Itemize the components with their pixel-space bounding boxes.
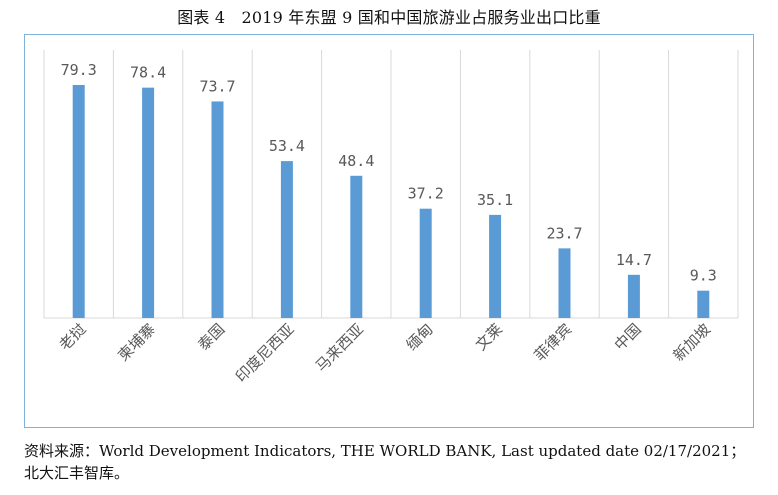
bar-5	[419, 208, 432, 318]
bar-2	[211, 101, 224, 318]
bar-1	[142, 87, 155, 319]
chart-frame	[24, 34, 754, 428]
bar-7	[558, 248, 571, 318]
data-labels: 79.3 78.4 73.7 53.4 48.4 37.2 35.1 23.7 14.7 9.3	[61, 61, 717, 285]
x-tick-label-6: 文莱	[472, 320, 506, 354]
x-tick-label-1: 柬埔寨	[114, 320, 159, 365]
x-tick-label-0: 老挝	[56, 320, 90, 354]
x-tick-label-7: 菲律宾	[531, 320, 576, 365]
x-tick-label-9: 新加坡	[670, 320, 715, 365]
bar-3	[280, 161, 293, 318]
bar-9	[697, 290, 710, 318]
data-label-9: 9.3	[690, 267, 717, 285]
data-label-3: 53.4	[269, 137, 305, 155]
bar-0	[72, 85, 85, 318]
source-note-continued: 北大汇丰智库。	[24, 464, 130, 482]
data-label-7: 23.7	[546, 224, 582, 242]
x-tick-labels: 老挝 柬埔寨 泰国 印度尼西亚 马来西亚 缅甸 文莱 菲律宾 中国 新加坡	[56, 320, 715, 386]
grid-lines	[43, 50, 739, 318]
bar-8	[627, 274, 640, 318]
source-note: 资料来源：World Development Indicators, THE W…	[24, 442, 746, 460]
data-label-5: 37.2	[408, 185, 444, 203]
bar-4	[350, 175, 363, 318]
data-label-2: 73.7	[199, 77, 235, 95]
data-label-6: 35.1	[477, 191, 513, 209]
x-tick-label-2: 泰国	[194, 320, 228, 354]
bars	[72, 85, 710, 319]
x-tick-label-8: 中国	[611, 320, 645, 354]
x-tick-label-5: 缅甸	[403, 320, 437, 354]
x-tick-label-4: 马来西亚	[312, 320, 367, 375]
data-label-0: 79.3	[61, 61, 97, 79]
data-label-1: 78.4	[130, 64, 166, 82]
bar-6	[489, 214, 502, 318]
data-label-4: 48.4	[338, 152, 374, 170]
data-label-8: 14.7	[616, 251, 652, 269]
x-tick-label-3: 印度尼西亚	[232, 320, 298, 386]
chart-title: 图表 4 2019 年东盟 9 国和中国旅游业占服务业出口比重	[177, 8, 601, 27]
